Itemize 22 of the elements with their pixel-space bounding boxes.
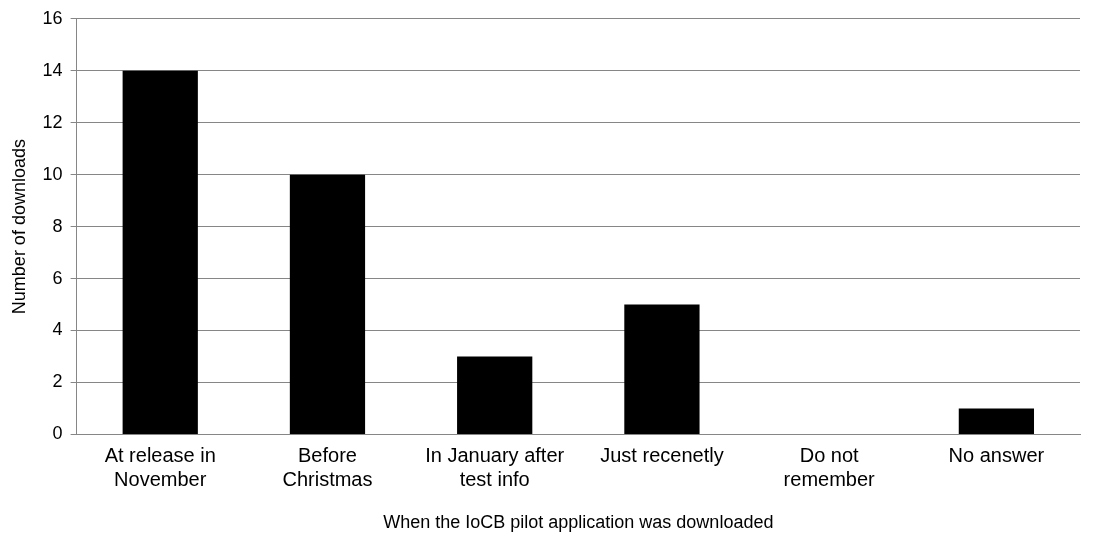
y-tick-label: 0 bbox=[52, 423, 63, 444]
y-axis-title: Number of downloads bbox=[8, 139, 29, 315]
bar bbox=[958, 408, 1035, 434]
x-tick-label: Do not remember bbox=[783, 443, 876, 490]
y-tick-label: 14 bbox=[42, 59, 63, 80]
y-tick-label: 2 bbox=[52, 371, 63, 392]
bar bbox=[457, 356, 533, 434]
y-tick-label: 10 bbox=[42, 163, 63, 184]
x-axis-title: When the IoCB pilot application was downloaded bbox=[383, 512, 774, 533]
x-tick-label: At release in November bbox=[104, 443, 216, 490]
bar bbox=[289, 174, 366, 434]
y-tick-label: 8 bbox=[52, 215, 63, 236]
y-tick-label: 6 bbox=[52, 267, 63, 288]
x-tick-label: Before Christmas bbox=[282, 443, 373, 490]
x-tick-label: In January after test info bbox=[425, 443, 565, 490]
y-tick-label: 16 bbox=[42, 7, 63, 28]
x-tick-label: Just recenetly bbox=[600, 443, 724, 466]
y-tick-label: 12 bbox=[42, 111, 63, 132]
bar bbox=[122, 70, 198, 434]
bar bbox=[624, 304, 700, 434]
y-tick-label: 4 bbox=[52, 319, 63, 340]
x-tick-label: No answer bbox=[948, 443, 1045, 466]
